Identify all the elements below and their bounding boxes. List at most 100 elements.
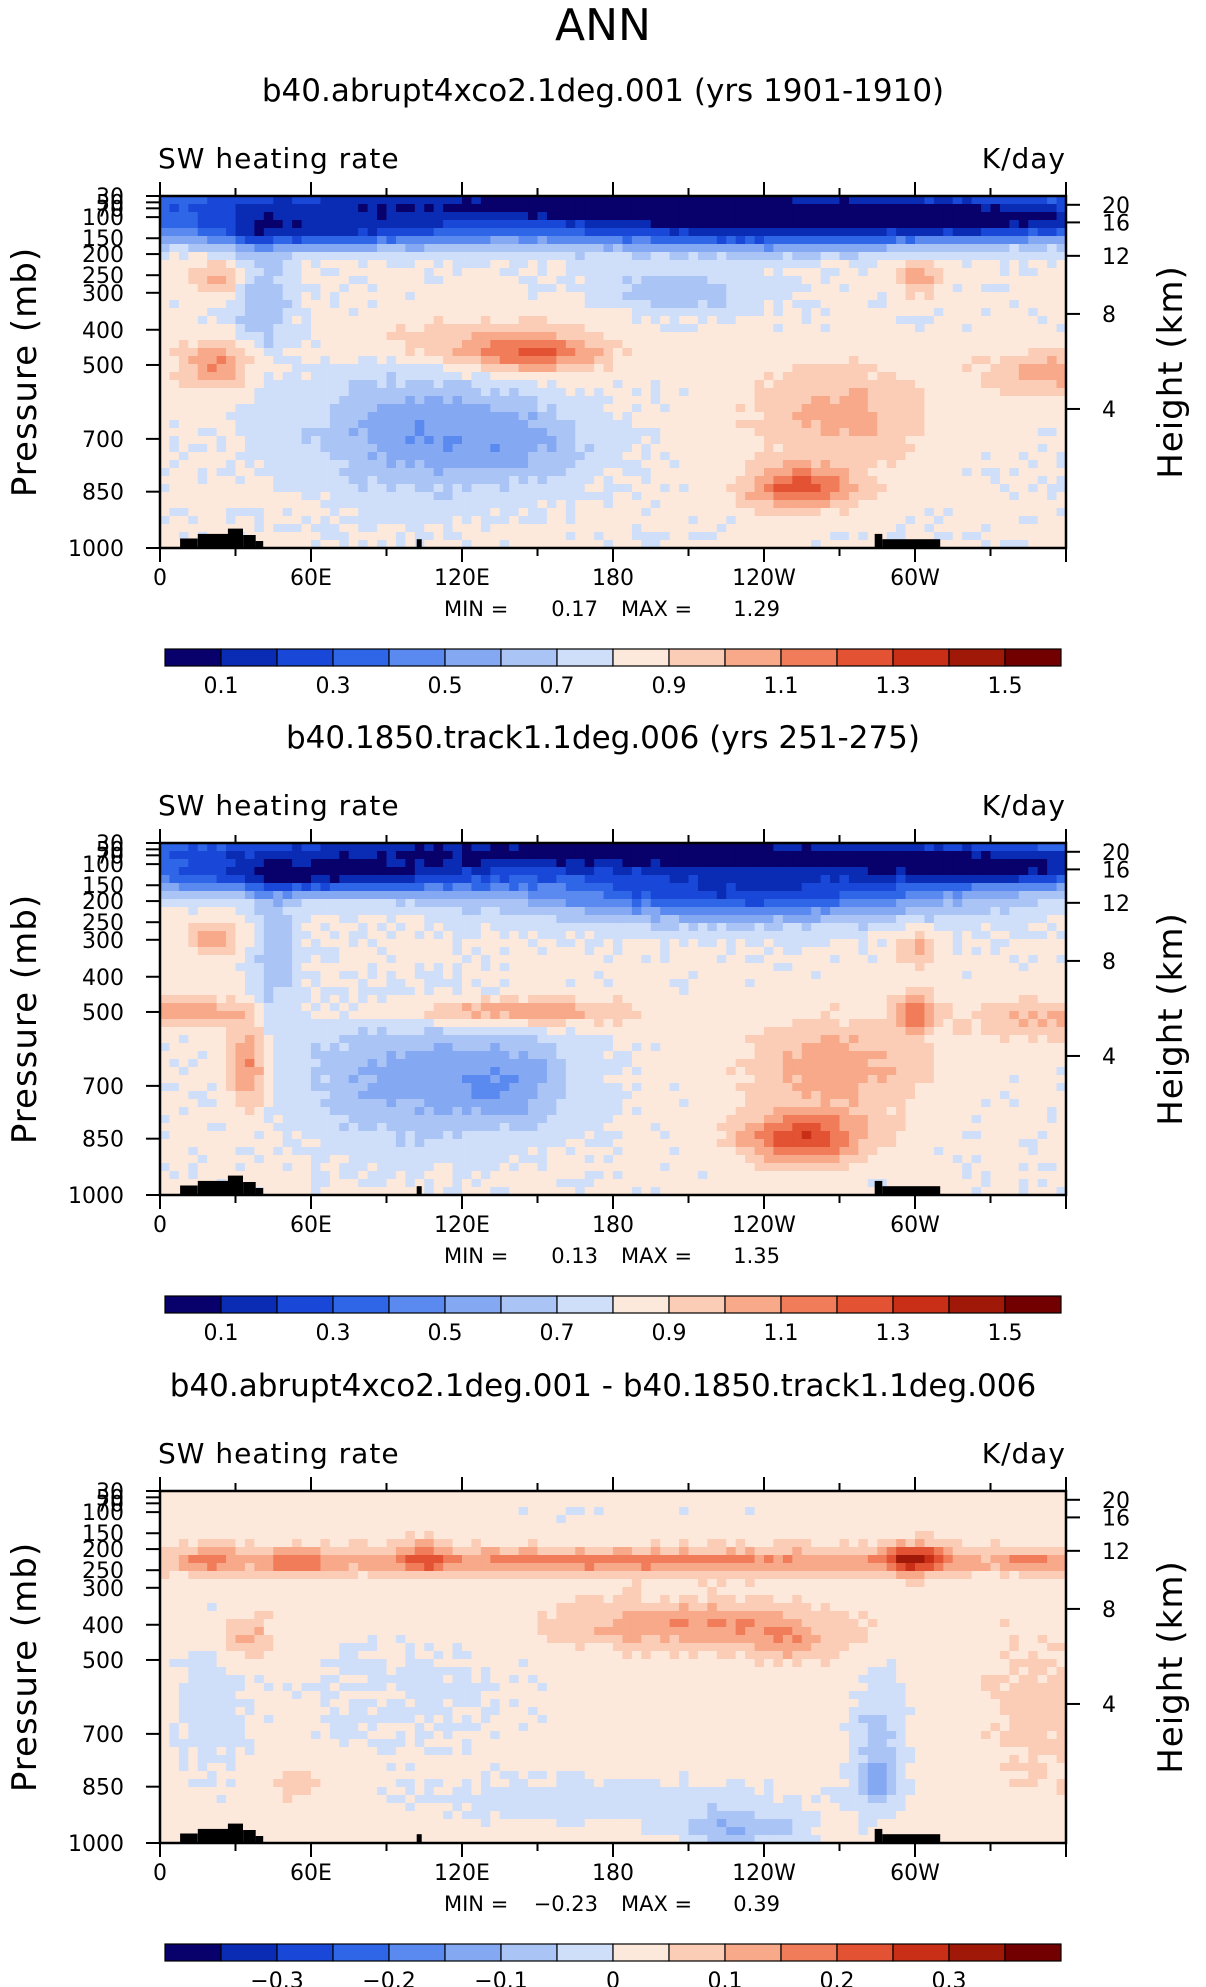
contour-cell [292,348,303,357]
contour-cell [178,524,189,533]
contour-cell [188,244,199,253]
contour-cell [641,476,652,485]
contour-cell [933,404,944,413]
contour-cell [962,204,973,213]
contour-cell [830,867,841,876]
contour-cell [613,236,624,245]
contour-cell [613,500,624,509]
contour-cell [528,452,539,461]
contour-cell [943,380,954,389]
contour-cell [811,196,822,205]
contour-cell [707,244,718,253]
contour-cell [886,380,897,389]
contour-cell [584,220,595,229]
contour-cell [433,524,444,533]
contour-cell [452,356,463,365]
contour-cell [981,388,992,397]
contour-cell [905,524,916,533]
contour-cell [386,196,397,205]
contour-cell [594,196,605,205]
contour-cell [679,476,690,485]
contour-cell [896,404,907,413]
contour-cell [405,228,416,237]
contour-cell [631,364,642,373]
contour-cell [197,468,208,477]
contour-cell [650,891,661,900]
contour-cell [367,196,378,205]
contour-cell [933,396,944,405]
contour-cell [226,396,237,405]
contour-cell [688,388,699,397]
contour-cell [801,476,812,485]
contour-cell [660,244,671,253]
contour-cell [575,236,586,245]
contour-cell [339,891,350,900]
contour-cell [641,196,652,205]
contour-cell [443,228,454,237]
contour-cell [650,436,661,445]
contour-cell [443,883,454,892]
contour-cell [924,412,935,421]
contour-cell [726,284,737,293]
contour-cell [377,508,388,517]
contour-cell [452,372,463,381]
contour-cell [726,364,737,373]
contour-cell [697,484,708,493]
contour-cell [462,540,473,549]
contour-cell [528,444,539,453]
contour-cell [735,460,746,469]
contour-cell [669,236,680,245]
contour-cell [273,220,284,229]
contour-cell [273,412,284,421]
contour-cell [603,412,614,421]
contour-cell [395,220,406,229]
contour-cell [1018,843,1029,852]
contour-cell [358,356,369,365]
contour-cell [216,372,227,381]
contour-cell [1028,204,1039,213]
contour-cell [669,508,680,517]
contour-cell [811,236,822,245]
contour-cell [377,843,388,852]
contour-cell [226,228,237,237]
contour-cell [358,372,369,381]
contour-cell [377,388,388,397]
contour-cell [235,284,246,293]
contour-cell [707,340,718,349]
contour-cell [830,324,841,333]
contour-cell [754,444,765,453]
contour-cell [669,260,680,269]
contour-cell [537,883,548,892]
contour-cell [792,843,803,852]
contour-cell [764,284,775,293]
contour-cell [697,532,708,541]
contour-cell [924,460,935,469]
contour-cell [981,276,992,285]
contour-cell [839,228,850,237]
contour-cell [943,236,954,245]
contour-cell [197,388,208,397]
contour-cell [594,252,605,261]
field-label: SW heating rate [158,789,400,822]
contour-cell [915,324,926,333]
contour-cell [650,867,661,876]
contour-cell [490,468,501,477]
contour-cell [207,452,218,461]
contour-cell [1028,356,1039,365]
contour-cell [782,244,793,253]
contour-cell [999,396,1010,405]
contour-cell [839,444,850,453]
contour-cell [490,532,501,541]
contour-cell [518,276,529,285]
contour-cell [1009,420,1020,429]
contour-cell [565,356,576,365]
contour-cell [480,212,491,221]
contour-cell [952,500,963,509]
contour-cell [584,540,595,549]
contour-cell [745,436,756,445]
contour-cell [707,476,718,485]
contour-cell [773,843,784,852]
contour-cell [169,316,180,325]
contour-cell [801,196,812,205]
contour-cell [480,268,491,277]
